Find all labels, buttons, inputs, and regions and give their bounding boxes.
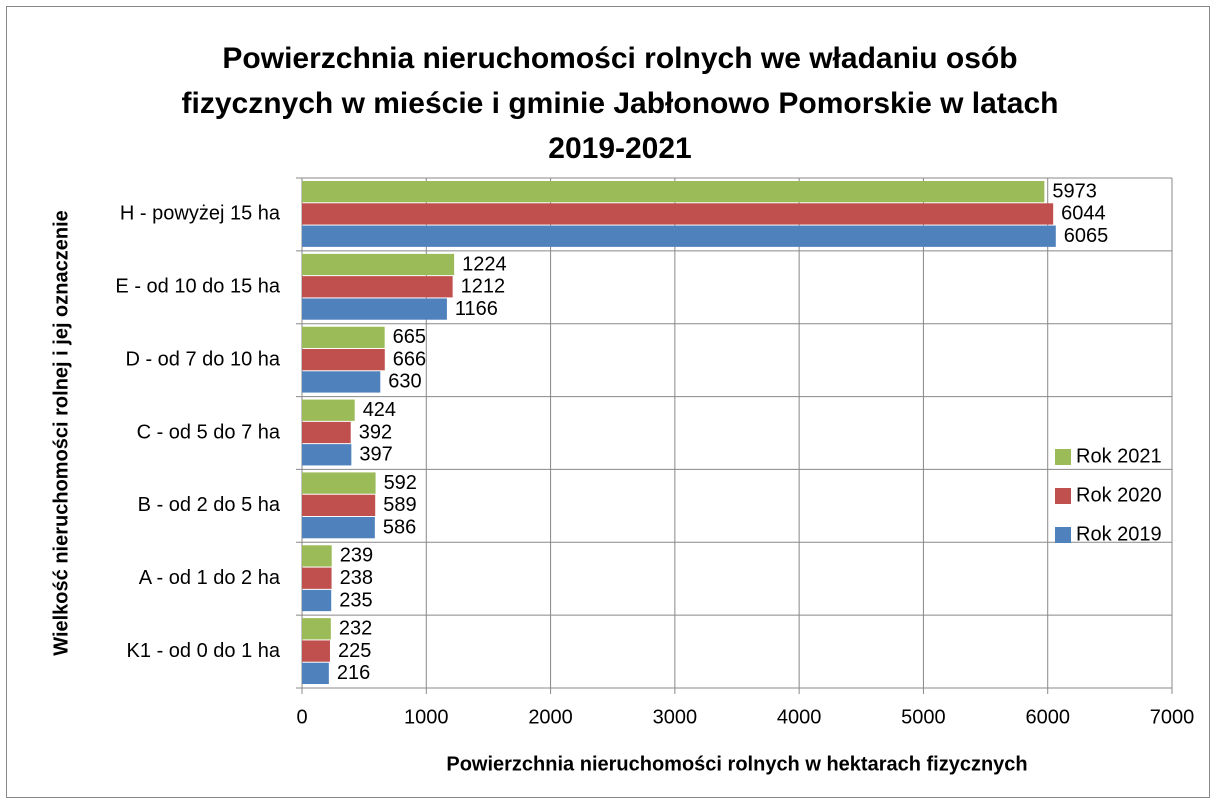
bar (302, 298, 447, 320)
x-tick-label: 5000 (901, 706, 946, 728)
legend-swatch (1055, 449, 1071, 465)
chart-title: 2019-2021 (548, 132, 691, 165)
bar (302, 444, 352, 466)
y-tick-label: A - od 1 do 2 ha (139, 567, 281, 589)
data-label: 630 (388, 371, 421, 393)
bar (302, 349, 385, 371)
legend-swatch (1055, 488, 1071, 504)
data-label: 5973 (1052, 180, 1097, 202)
chart-title: fizycznych w mieście i gminie Jabłonowo … (182, 87, 1059, 120)
bar (302, 545, 332, 567)
bar (302, 472, 376, 494)
data-label: 592 (384, 472, 417, 494)
y-tick-label: E - od 10 do 15 ha (115, 276, 280, 298)
bar (302, 517, 375, 539)
x-tick-label: 2000 (528, 706, 573, 728)
bar (302, 181, 1045, 203)
bar (302, 253, 455, 276)
y-tick-label: H - powyżej 15 ha (120, 203, 281, 225)
data-label: 589 (383, 494, 416, 516)
bar (302, 326, 385, 348)
y-axis-label: Wielkość nieruchomości rolnej i jej ozna… (50, 210, 72, 656)
x-axis-label: Powierzchnia nieruchomości rolnych w hek… (446, 753, 1027, 775)
data-label: 665 (393, 326, 426, 348)
y-tick-label: B - od 2 do 5 ha (138, 494, 281, 516)
data-label: 397 (359, 444, 392, 466)
data-label: 238 (340, 567, 373, 589)
data-label: 1212 (461, 276, 506, 298)
data-label: 232 (339, 618, 372, 640)
x-tick-label: 0 (296, 706, 307, 728)
data-label: 6044 (1061, 203, 1106, 225)
data-label: 1224 (462, 253, 507, 275)
data-label: 6065 (1064, 225, 1109, 247)
x-tick-label: 6000 (1025, 706, 1070, 728)
data-label: 424 (363, 399, 396, 421)
legend-label: Rok 2021 (1076, 445, 1162, 467)
x-tick-label: 3000 (653, 706, 698, 728)
data-label: 235 (339, 589, 372, 611)
bar (302, 567, 332, 589)
chart-title: Powierzchnia nieruchomości rolnych we wł… (222, 42, 1017, 75)
x-tick-label: 1000 (404, 706, 449, 728)
chart-border (6, 6, 1210, 798)
data-label: 392 (359, 421, 392, 443)
legend-label: Rok 2019 (1076, 523, 1162, 545)
bar (302, 225, 1056, 247)
data-label: 225 (338, 640, 371, 662)
data-label: 586 (383, 516, 416, 538)
data-label: 216 (337, 662, 370, 684)
bar (302, 203, 1054, 225)
bar (302, 640, 330, 662)
y-tick-label: D - od 7 do 10 ha (125, 348, 280, 370)
bar (302, 421, 351, 444)
data-label: 666 (393, 348, 426, 370)
y-tick-label: C - od 5 do 7 ha (137, 421, 281, 443)
bar (302, 589, 332, 612)
data-label: 239 (340, 545, 373, 567)
bar (302, 399, 355, 421)
bar (302, 662, 329, 684)
y-tick-label: K1 - od 0 do 1 ha (127, 640, 281, 662)
bar (302, 371, 381, 393)
x-tick-label: 7000 (1150, 706, 1195, 728)
legend-swatch (1055, 527, 1071, 543)
x-tick-label: 4000 (777, 706, 822, 728)
legend-label: Rok 2020 (1076, 484, 1162, 506)
bar (302, 276, 453, 298)
bar (302, 494, 376, 516)
bar (302, 618, 331, 640)
data-label: 1166 (455, 298, 498, 320)
